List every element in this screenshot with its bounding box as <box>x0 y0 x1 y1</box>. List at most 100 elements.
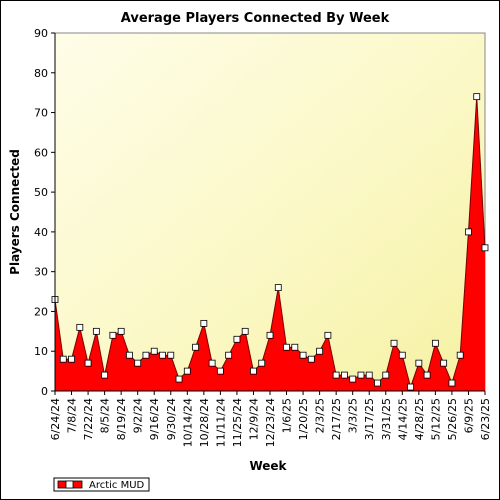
data-point <box>59 355 67 363</box>
data-point <box>117 327 125 335</box>
chart-title: Average Players Connected By Week <box>121 11 390 26</box>
data-point <box>101 371 109 379</box>
y-tick-label: 0 <box>41 385 48 398</box>
x-tick-label: 10/28/24 <box>198 398 211 447</box>
data-point <box>365 371 373 379</box>
x-axis: 6/24/24 7/8/24 7/22/24 8/5/24 8/19/24 9/2/24 9… <box>49 390 492 447</box>
x-tick-label: 3/17/25 <box>363 398 376 440</box>
data-point <box>183 367 191 375</box>
x-tick-label: 2/3/25 <box>314 398 327 433</box>
data-point <box>274 284 282 291</box>
x-tick-label: 8/5/24 <box>99 398 112 433</box>
y-axis-label: Players Connected <box>8 149 22 275</box>
data-point <box>307 355 315 363</box>
data-point <box>407 383 414 391</box>
data-point <box>349 375 357 383</box>
x-tick-label: 6/24/24 <box>49 398 62 440</box>
data-point <box>390 339 398 347</box>
data-point <box>167 351 175 359</box>
data-point <box>84 359 92 367</box>
data-point <box>316 347 324 355</box>
data-point <box>415 359 423 367</box>
x-tick-label: 10/14/24 <box>181 398 194 447</box>
plot-area <box>54 32 486 392</box>
data-point <box>332 371 340 379</box>
y-axis: 0 10 20 30 40 50 60 70 80 90 <box>34 27 56 398</box>
data-point <box>142 351 150 359</box>
data-point <box>126 351 133 359</box>
data-point <box>357 371 365 379</box>
x-tick-label: 5/26/25 <box>446 398 459 440</box>
x-tick-label: 4/28/25 <box>413 398 426 440</box>
x-tick-label: 12/23/24 <box>264 398 277 447</box>
data-point <box>440 359 448 367</box>
data-point <box>324 331 332 339</box>
y-tick-label: 60 <box>34 146 48 159</box>
data-point <box>225 351 233 359</box>
x-tick-label: 9/30/24 <box>165 398 178 440</box>
data-point <box>258 359 266 367</box>
x-tick-label: 2/17/25 <box>330 398 343 440</box>
x-tick-label: 6/23/25 <box>479 398 492 440</box>
data-point <box>192 343 199 351</box>
legend-marker-icon <box>65 480 74 489</box>
y-tick-label: 50 <box>34 186 48 199</box>
x-tick-label: 11/11/24 <box>214 398 227 447</box>
x-tick-label: 1/20/25 <box>297 398 310 440</box>
data-point <box>134 359 142 367</box>
x-tick-label: 7/22/24 <box>82 398 95 440</box>
data-point <box>431 339 439 347</box>
data-point <box>473 93 481 101</box>
y-tick-label: 30 <box>34 266 48 279</box>
data-point <box>233 335 241 343</box>
x-tick-label: 12/9/24 <box>247 398 260 440</box>
x-tick-label: 8/19/24 <box>115 398 128 440</box>
x-tick-label: 6/9/25 <box>462 398 475 433</box>
data-point <box>448 379 456 387</box>
data-point <box>76 323 84 331</box>
data-point <box>398 351 406 359</box>
data-point <box>200 319 208 327</box>
data-point <box>175 375 183 383</box>
series-marker-layer <box>51 93 489 391</box>
data-point <box>208 359 216 367</box>
x-tick-label: 9/16/24 <box>148 398 161 440</box>
data-point <box>250 367 257 375</box>
x-tick-label: 4/14/25 <box>396 398 409 440</box>
data-point <box>382 371 390 379</box>
data-point <box>465 228 472 236</box>
x-axis-label: Week <box>249 459 287 473</box>
y-tick-label: 70 <box>34 107 48 120</box>
data-point <box>341 371 348 379</box>
data-point <box>266 331 274 339</box>
x-tick-label: 1/6/25 <box>281 398 294 433</box>
y-tick-label: 40 <box>34 226 48 239</box>
data-point <box>481 244 489 252</box>
x-tick-label: 9/2/24 <box>132 398 145 433</box>
data-point <box>109 331 117 339</box>
data-point <box>456 351 464 359</box>
x-tick-label: 3/31/25 <box>380 398 393 440</box>
y-tick-label: 10 <box>34 345 48 358</box>
x-tick-label: 11/25/24 <box>231 398 244 447</box>
data-point <box>423 371 431 379</box>
x-tick-label: 5/12/25 <box>429 398 442 440</box>
data-point <box>299 351 307 359</box>
x-tick-label: 7/8/24 <box>66 398 79 433</box>
y-tick-label: 80 <box>34 67 48 80</box>
data-point <box>374 379 381 387</box>
data-point <box>150 347 158 355</box>
legend-label: Arctic MUD <box>89 480 145 491</box>
data-point <box>291 343 299 351</box>
data-point <box>241 327 249 335</box>
data-point <box>68 355 75 363</box>
y-tick-label: 20 <box>34 305 48 318</box>
y-tick-label: 90 <box>34 27 48 40</box>
data-point <box>216 367 224 375</box>
x-tick-label: 3/3/25 <box>347 398 360 433</box>
data-point <box>283 343 290 351</box>
data-point <box>92 327 100 335</box>
data-point <box>159 351 166 359</box>
legend: Arctic MUD <box>53 477 150 492</box>
